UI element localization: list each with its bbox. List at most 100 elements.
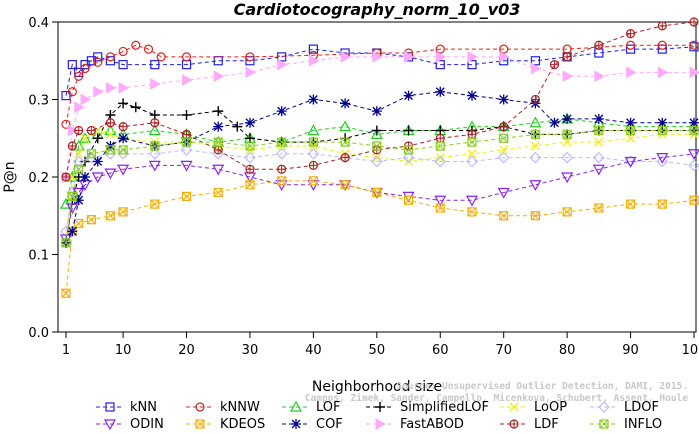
- x-tick-label: 20: [178, 343, 195, 358]
- point-kdeos: [213, 187, 223, 198]
- point-odin: [66, 203, 79, 215]
- point-ldf: [308, 160, 318, 170]
- point-inflo: [340, 137, 350, 147]
- point-simplifiedlof: [232, 121, 243, 132]
- x-tick-label: 90: [622, 343, 639, 358]
- point-odin: [529, 180, 542, 191]
- point-knnw: [61, 119, 71, 129]
- x-tick-label: 30: [242, 343, 259, 358]
- point-kdeos: [499, 211, 509, 221]
- point-simplifiedlof: [92, 133, 103, 144]
- point-loop: [562, 137, 572, 147]
- point-loop: [80, 133, 90, 143]
- point-loop: [372, 153, 382, 163]
- point-inflo: [435, 141, 445, 151]
- point-fastabod: [105, 82, 117, 94]
- point-simplifiedlof: [130, 102, 141, 113]
- point-loop: [626, 133, 636, 143]
- point-knn: [308, 44, 318, 54]
- legend-marker-knn: [105, 402, 115, 412]
- point-kdeos: [118, 207, 128, 217]
- y-tick-label: 0.3: [28, 94, 49, 109]
- point-kdeos: [657, 199, 667, 209]
- point-knnw: [67, 87, 77, 97]
- point-ldf: [277, 164, 287, 174]
- point-loop: [594, 137, 604, 147]
- point-kdeos: [105, 211, 116, 221]
- point-knn: [467, 60, 477, 70]
- point-kdeos: [562, 207, 572, 217]
- point-knnw: [105, 52, 116, 62]
- series-fastabod: [61, 51, 699, 183]
- point-inflo: [625, 125, 636, 136]
- point-knnw: [625, 40, 636, 50]
- point-knn: [67, 60, 77, 70]
- point-cof: [340, 98, 351, 109]
- point-odin: [212, 164, 225, 176]
- legend-item-knnw: kNNW: [186, 400, 260, 415]
- point-ldof: [117, 147, 129, 160]
- point-inflo: [308, 137, 318, 147]
- point-odin: [687, 149, 699, 160]
- point-loop: [105, 129, 115, 139]
- point-lof: [79, 132, 92, 143]
- legend-label: SimplifiedLOF: [400, 400, 489, 415]
- legend-marker-fastabod: [375, 418, 387, 430]
- point-fastabod: [435, 51, 447, 63]
- point-inflo: [657, 125, 667, 136]
- point-kdeos: [277, 176, 287, 186]
- legend-marker-loop: [509, 402, 519, 412]
- point-odin: [91, 172, 104, 184]
- point-ldof: [402, 151, 415, 164]
- point-inflo: [150, 141, 160, 151]
- point-loop: [74, 149, 84, 159]
- point-ldof: [656, 155, 669, 168]
- point-lof: [148, 124, 161, 136]
- point-inflo: [499, 133, 509, 143]
- point-inflo: [86, 149, 96, 159]
- x-tick-label: 50: [369, 343, 386, 358]
- y-axis-title: P@n: [2, 161, 18, 192]
- point-inflo: [467, 137, 477, 147]
- point-ldf: [74, 125, 84, 136]
- point-knnw: [689, 40, 699, 50]
- point-ldf: [213, 145, 223, 155]
- point-kdeos: [86, 215, 96, 225]
- legend-marker-inflo: [599, 419, 609, 429]
- y-tick-label: 0.2: [28, 171, 49, 186]
- point-odin: [104, 168, 117, 180]
- point-knnw: [181, 52, 192, 62]
- point-inflo: [689, 125, 699, 136]
- point-fastabod: [150, 78, 161, 90]
- point-ldof: [148, 147, 161, 160]
- legend-label: LDF: [534, 417, 559, 432]
- point-simplifiedlof: [181, 110, 192, 120]
- legend-item-cof: COF: [282, 417, 343, 432]
- series-layer: [59, 17, 699, 298]
- point-ldof: [85, 151, 98, 164]
- point-ldf: [657, 21, 667, 31]
- point-ldf: [594, 40, 604, 50]
- point-kdeos: [308, 176, 318, 186]
- series-line-knn: [65, 46, 695, 96]
- point-ldof: [72, 155, 85, 168]
- point-fastabod: [467, 51, 479, 63]
- point-odin: [117, 164, 130, 176]
- point-fastabod: [213, 70, 225, 83]
- point-odin: [434, 195, 447, 207]
- point-ldof: [370, 155, 383, 168]
- y-tick-label: 0.0: [28, 326, 49, 341]
- point-ldf: [549, 60, 560, 70]
- point-kdeos: [403, 195, 414, 205]
- point-ldof: [466, 155, 478, 168]
- point-cof: [73, 195, 84, 206]
- legend-marker-kdeos: [195, 419, 205, 429]
- point-cof: [466, 90, 477, 101]
- point-ldof: [434, 155, 447, 168]
- series-kdeos: [61, 176, 699, 298]
- point-inflo: [277, 137, 287, 147]
- point-odin: [656, 153, 669, 164]
- point-odin: [497, 187, 510, 199]
- series-simplifiedlof: [61, 98, 699, 248]
- x-axis-title: Neighborhood size: [312, 379, 442, 395]
